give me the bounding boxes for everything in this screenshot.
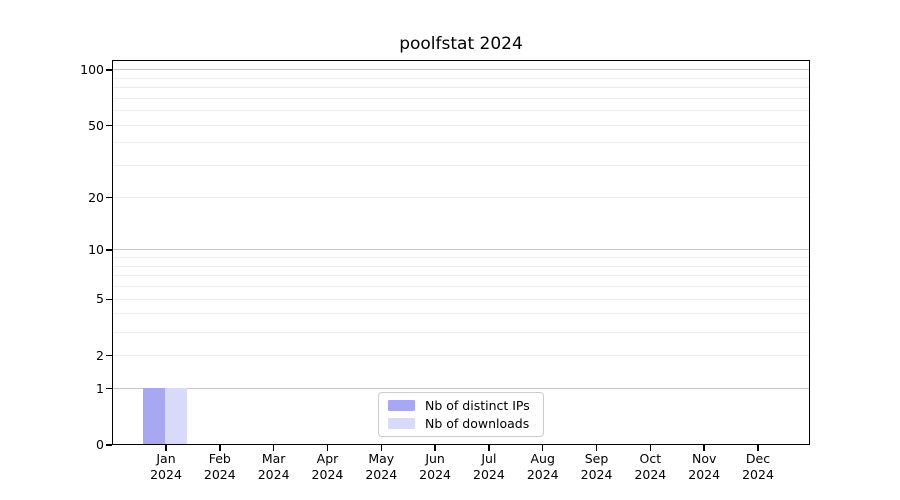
x-tick-year: 2024 [526, 466, 559, 482]
legend-swatch [388, 400, 415, 411]
x-tick-month: Nov [691, 451, 717, 466]
y-tick [106, 298, 112, 301]
x-tick-month: Feb [208, 451, 231, 466]
y-tick-label: 1 [96, 380, 104, 396]
x-tick-label: Dec 2024 [726, 451, 790, 482]
gridline-minor [113, 298, 809, 300]
gridline-major [113, 387, 809, 389]
gridline-minor [113, 257, 809, 259]
x-tick-label: Sep 2024 [565, 451, 629, 482]
x-tick-year: 2024 [580, 466, 613, 482]
x-tick-year: 2024 [203, 466, 236, 482]
x-tick [703, 445, 705, 451]
gridline-minor [113, 124, 809, 126]
x-tick-label: Mar 2024 [242, 451, 306, 482]
y-tick [106, 387, 112, 390]
legend-label: Nb of downloads [425, 416, 530, 431]
gridline-minor [113, 165, 809, 167]
gridline-minor [113, 97, 809, 99]
gridline-minor [113, 265, 809, 267]
x-tick-year: 2024 [688, 466, 721, 482]
bar-distinct-ips [143, 387, 166, 444]
x-tick-month: Apr [316, 451, 339, 466]
legend-item: Nb of distinct IPs [388, 398, 534, 413]
x-tick-label: Jun 2024 [403, 451, 467, 482]
y-tick-label: 5 [96, 291, 104, 307]
y-tick-label: 10 [88, 242, 104, 258]
x-tick-year: 2024 [257, 466, 290, 482]
y-tick [106, 249, 112, 251]
gridline-minor [113, 77, 809, 79]
y-tick-label: 0 [96, 437, 104, 452]
x-tick [649, 445, 652, 451]
gridline-minor [113, 331, 809, 333]
x-tick-month: Jan [156, 451, 176, 466]
gridline-minor [113, 142, 809, 144]
gridline-minor [113, 286, 809, 288]
legend-item: Nb of downloads [388, 416, 534, 431]
x-tick [434, 445, 436, 451]
x-tick-year: 2024 [419, 466, 451, 482]
x-tick-month: Aug [530, 451, 555, 466]
x-tick-year: 2024 [742, 466, 774, 482]
y-tick [106, 69, 112, 71]
x-tick [219, 445, 221, 451]
gridline-major [113, 69, 809, 71]
x-tick-month: Dec [745, 451, 771, 466]
x-tick [757, 445, 759, 451]
x-tick-label: Nov 2024 [672, 451, 736, 482]
legend: Nb of distinct IPs Nb of downloads [378, 392, 544, 437]
x-tick [542, 445, 544, 451]
x-tick-year: 2024 [365, 466, 398, 482]
x-tick-label: Aug 2024 [511, 451, 575, 482]
x-tick-year: 2024 [473, 466, 505, 482]
legend-label: Nb of distinct IPs [425, 398, 530, 413]
x-tick-year: 2024 [150, 466, 182, 482]
x-tick-label: Oct 2024 [618, 451, 682, 482]
y-tick-label: 20 [88, 189, 104, 205]
x-tick-label: Jul 2024 [457, 451, 521, 482]
x-tick-month: Jul [481, 451, 497, 466]
x-tick-label: Feb 2024 [188, 451, 252, 482]
y-tick [106, 124, 112, 127]
x-tick-month: Mar [261, 451, 286, 466]
x-tick-label: Jan 2024 [134, 451, 198, 482]
gridline-minor [113, 354, 809, 356]
x-tick-month: Sep [584, 451, 609, 466]
y-tick-label: 2 [96, 347, 104, 363]
y-tick-label: 50 [88, 117, 104, 133]
x-tick-label: Apr 2024 [295, 451, 359, 482]
x-tick-year: 2024 [311, 466, 344, 482]
plot-area [112, 60, 810, 445]
gridline-minor [113, 313, 809, 315]
chart-title: poolfstat 2024 [399, 34, 523, 54]
x-tick-month: Jun [425, 451, 445, 466]
x-tick [326, 445, 329, 451]
gridline-major [113, 249, 809, 251]
gridline-minor [113, 275, 809, 277]
bar-downloads [165, 387, 188, 444]
legend-swatch [388, 418, 415, 429]
x-tick-label: May 2024 [349, 451, 413, 482]
x-tick-year: 2024 [634, 466, 667, 482]
x-tick [488, 445, 490, 451]
x-tick [595, 445, 598, 451]
x-tick [165, 445, 167, 451]
x-tick-month: May [368, 451, 395, 466]
y-tick [106, 196, 112, 199]
x-tick [380, 445, 382, 451]
y-tick-label: 100 [80, 62, 104, 77]
x-tick [272, 445, 275, 451]
gridline-minor [113, 196, 809, 198]
gridline-minor [113, 110, 809, 112]
y-tick [106, 355, 112, 357]
y-tick [106, 444, 112, 446]
x-tick-month: Oct [639, 451, 662, 466]
gridline-minor [113, 87, 809, 89]
